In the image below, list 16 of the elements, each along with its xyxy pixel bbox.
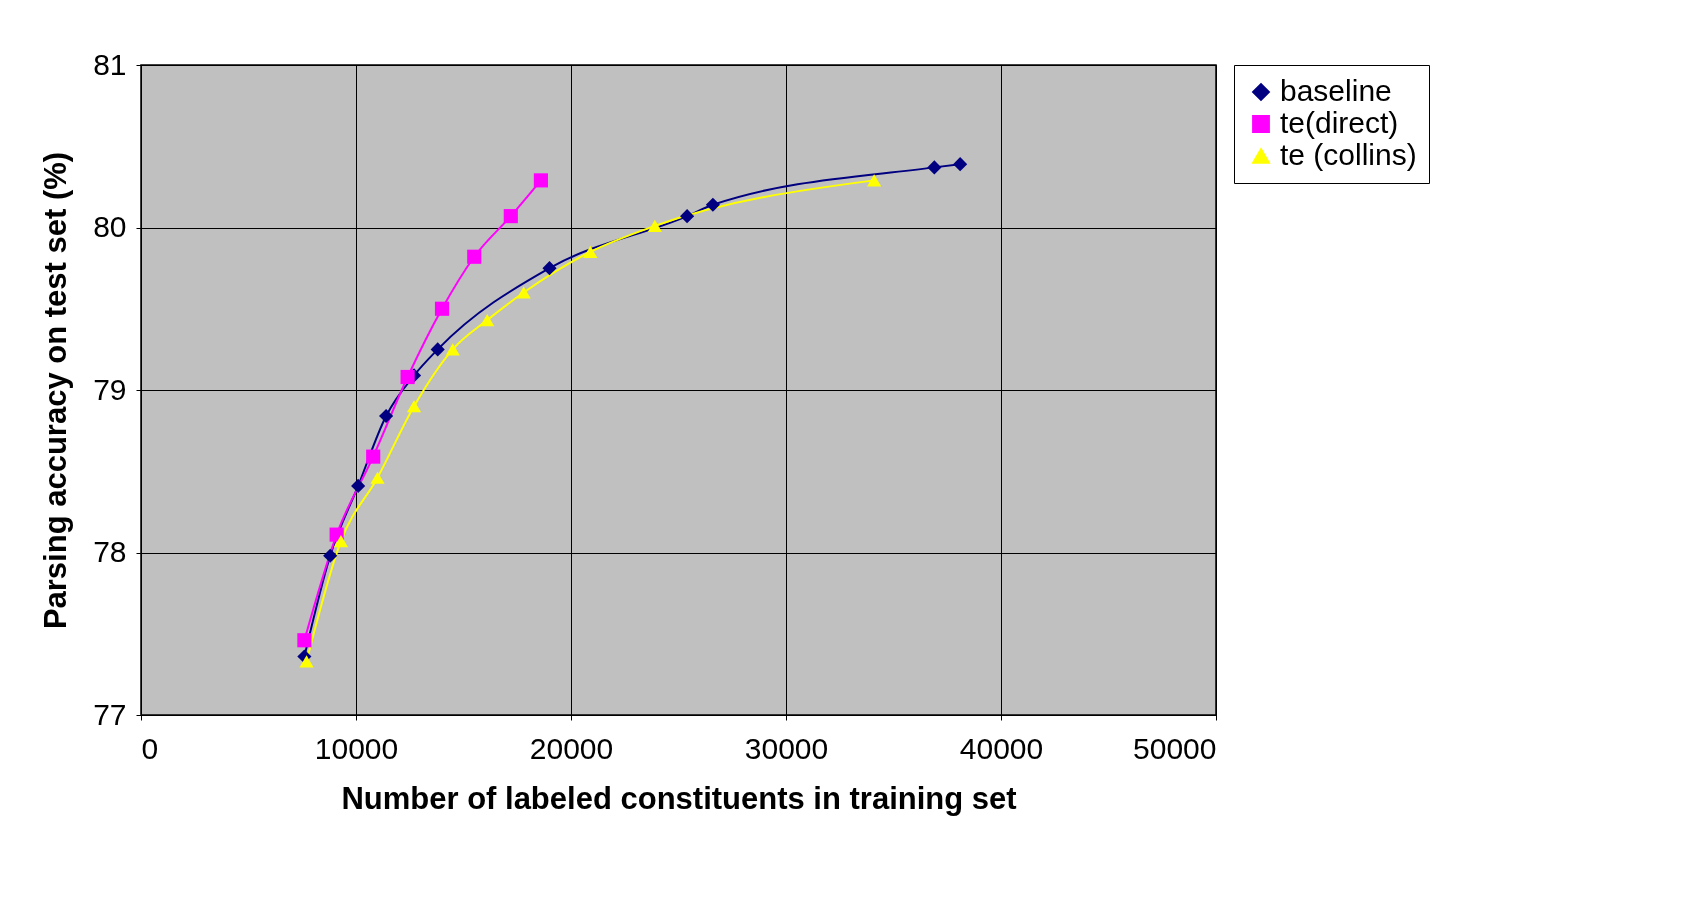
legend-label: te (collins) xyxy=(1280,138,1417,171)
y-tick-label: 79 xyxy=(93,372,127,406)
x-tick-label: 40000 xyxy=(959,731,1044,765)
y-tick-label: 80 xyxy=(93,210,127,243)
x-tick-label: 20000 xyxy=(529,731,614,765)
y-axis-title: Parsing accuracy on test set (%) xyxy=(38,151,74,630)
x-tick-label: 0 xyxy=(141,731,159,765)
x-tick-label: 30000 xyxy=(744,731,829,765)
legend-label: te(direct) xyxy=(1280,106,1399,139)
y-tick-label: 77 xyxy=(93,697,127,731)
legend-label: baseline xyxy=(1280,74,1392,107)
y-tick-label: 78 xyxy=(93,535,127,568)
x-tick-label: 50000 xyxy=(1133,731,1217,765)
x-axis-title: Number of labeled constituents in training set xyxy=(341,780,1017,816)
y-tick-label: 81 xyxy=(93,47,127,81)
x-tick-label: 10000 xyxy=(314,731,399,765)
